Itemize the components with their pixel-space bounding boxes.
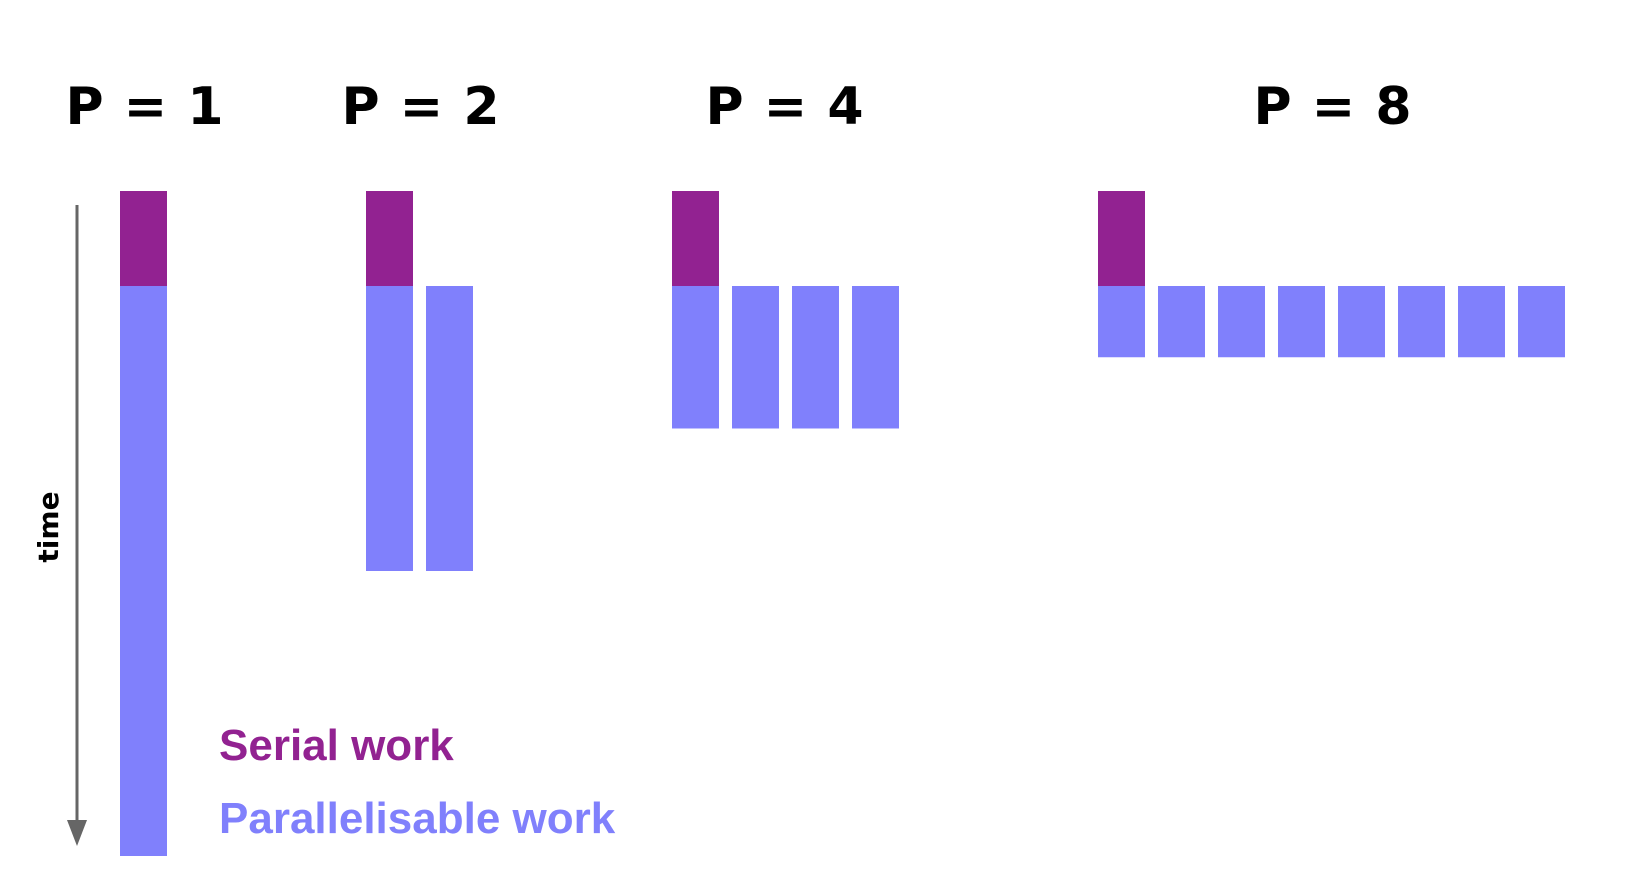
panel-titles: P = 1 P = 2 P = 4 P = 8 (65, 77, 1412, 137)
parallel-work-bar-p2-2 (426, 286, 473, 571)
panel-title-p2: P = 2 (341, 77, 500, 137)
parallel-work-bar-p8-1 (1098, 286, 1145, 358)
parallel-work-bar-p4-2 (732, 286, 779, 429)
serial-work-bar-p8 (1098, 191, 1145, 286)
panel-title-p4: P = 4 (705, 77, 864, 137)
serial-work-bar-p4 (672, 191, 719, 286)
time-axis: time (32, 205, 87, 846)
legend: Serial work Parallelisable work (219, 721, 616, 843)
serial-work-bar-p2 (366, 191, 413, 286)
parallel-work-bar-p8-4 (1278, 286, 1325, 358)
parallel-work-bar-p2-1 (366, 286, 413, 571)
parallel-work-bar-p8-2 (1158, 286, 1205, 358)
parallel-work-bar-p1-1 (120, 286, 167, 856)
work-bars (120, 191, 1565, 856)
parallel-work-bar-p8-7 (1458, 286, 1505, 358)
legend-serial-label: Serial work (219, 721, 454, 770)
parallel-work-bar-p8-8 (1518, 286, 1565, 358)
serial-work-bar-p1 (120, 191, 167, 286)
panel-title-p8: P = 8 (1253, 77, 1412, 137)
parallel-work-bar-p8-3 (1218, 286, 1265, 358)
panel-title-p1: P = 1 (65, 77, 224, 137)
parallel-work-bar-p8-5 (1338, 286, 1385, 358)
parallel-work-bar-p4-4 (852, 286, 899, 429)
time-axis-arrowhead (67, 820, 87, 846)
parallel-work-bar-p4-3 (792, 286, 839, 429)
legend-parallel-label: Parallelisable work (219, 794, 616, 843)
parallel-work-bar-p8-6 (1398, 286, 1445, 358)
parallel-work-bar-p4-1 (672, 286, 719, 429)
time-axis-label: time (32, 491, 65, 562)
